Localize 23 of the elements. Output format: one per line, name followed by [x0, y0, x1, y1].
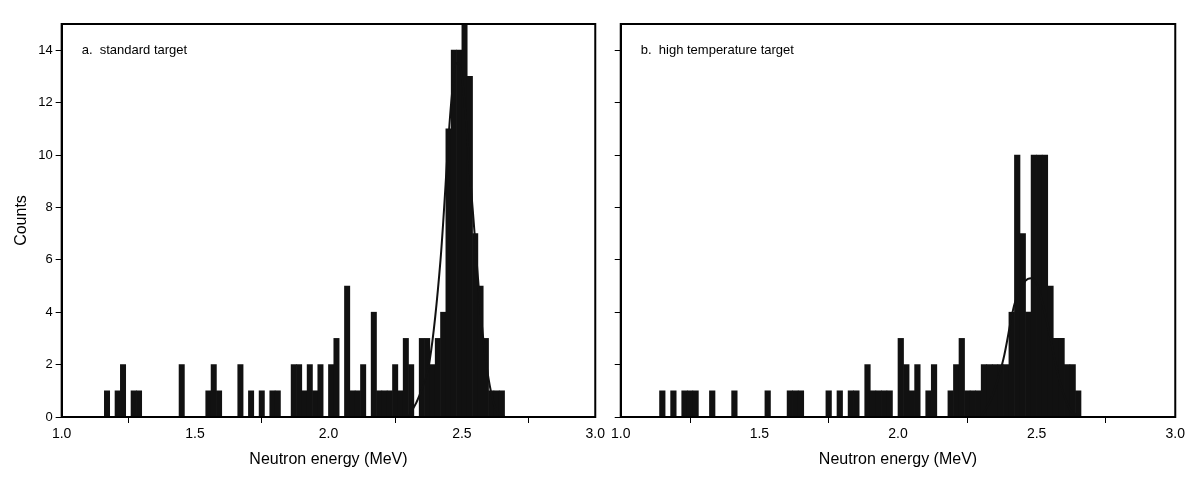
annotation: b. high temperature target — [640, 41, 795, 57]
x-tick-label: 2.0 — [888, 425, 908, 442]
y-tick-label: 6 — [45, 251, 53, 267]
x-tick-label: 2.5 — [1026, 425, 1047, 442]
y-tick-label: 0 — [45, 408, 53, 424]
x-tick-label: 2.0 — [318, 425, 339, 442]
x-tick-label: 3.0 — [585, 425, 606, 442]
y-tick-label: 8 — [45, 198, 53, 214]
y-tick-label: 10 — [38, 146, 53, 162]
y-tick-label: 12 — [38, 94, 53, 110]
x-tick-label: 2.5 — [452, 425, 472, 442]
x-tick-label: 1.0 — [611, 425, 631, 442]
x-axis-title: Neutron energy (MeV) — [249, 449, 408, 467]
annotation: a. standard target — [81, 41, 188, 57]
x-tick-label: 3.0 — [1165, 425, 1186, 442]
x-tick-label: 1.5 — [749, 425, 770, 442]
x-tick-label: 1.0 — [51, 425, 72, 442]
y-tick-label: 4 — [45, 303, 53, 319]
x-tick-label: 1.5 — [185, 425, 205, 442]
y-tick-label: 14 — [38, 41, 53, 57]
x-axis-title: Neutron energy (MeV) — [818, 449, 978, 467]
y-axis-title: Counts — [12, 195, 30, 246]
y-tick-label: 2 — [45, 356, 53, 372]
